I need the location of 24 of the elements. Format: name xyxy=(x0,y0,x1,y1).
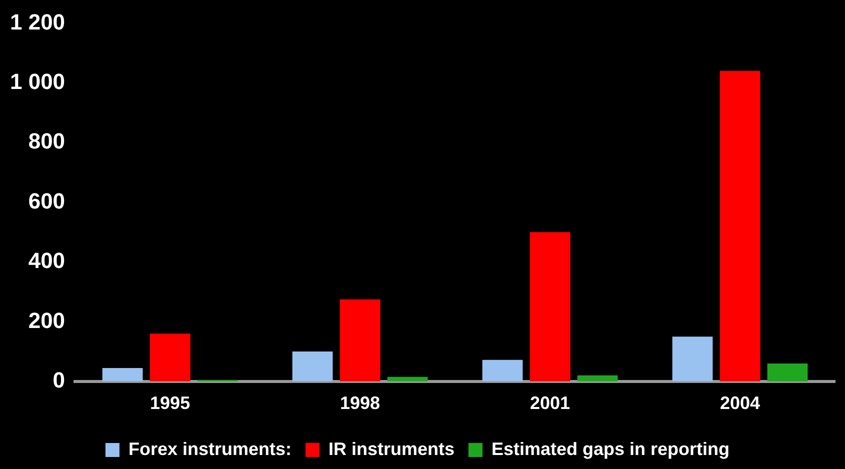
bar xyxy=(720,70,760,382)
x-tick-label: 1998 xyxy=(340,393,380,414)
y-tick-label: 200 xyxy=(28,308,66,333)
legend-label: IR instruments xyxy=(328,438,455,459)
y-tick-label: 1 000 xyxy=(10,68,66,94)
x-tick-label: 1995 xyxy=(150,393,190,414)
bar xyxy=(767,363,808,382)
y-tick-label: 400 xyxy=(28,248,66,274)
bar xyxy=(482,360,523,382)
bar xyxy=(340,299,380,382)
legend-label: Forex instruments: xyxy=(128,438,292,459)
y-tick-label: 600 xyxy=(28,188,66,214)
bar xyxy=(102,368,143,382)
bar xyxy=(292,352,333,382)
y-tick-label: 800 xyxy=(28,128,66,154)
bar xyxy=(672,336,713,382)
legend-label: Estimated gaps in reporting xyxy=(492,438,730,459)
x-tick-label: 2004 xyxy=(720,393,760,414)
y-tick-label: 0 xyxy=(52,367,66,392)
bar xyxy=(577,375,618,382)
bar xyxy=(150,334,190,382)
bar xyxy=(530,232,570,382)
y-tick-label: 1 200 xyxy=(10,9,66,34)
x-tick-label: 2001 xyxy=(530,393,570,414)
